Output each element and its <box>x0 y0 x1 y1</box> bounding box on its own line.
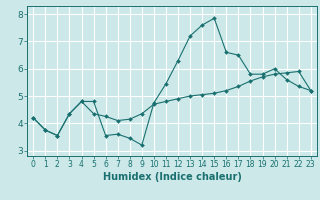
X-axis label: Humidex (Indice chaleur): Humidex (Indice chaleur) <box>103 172 241 182</box>
